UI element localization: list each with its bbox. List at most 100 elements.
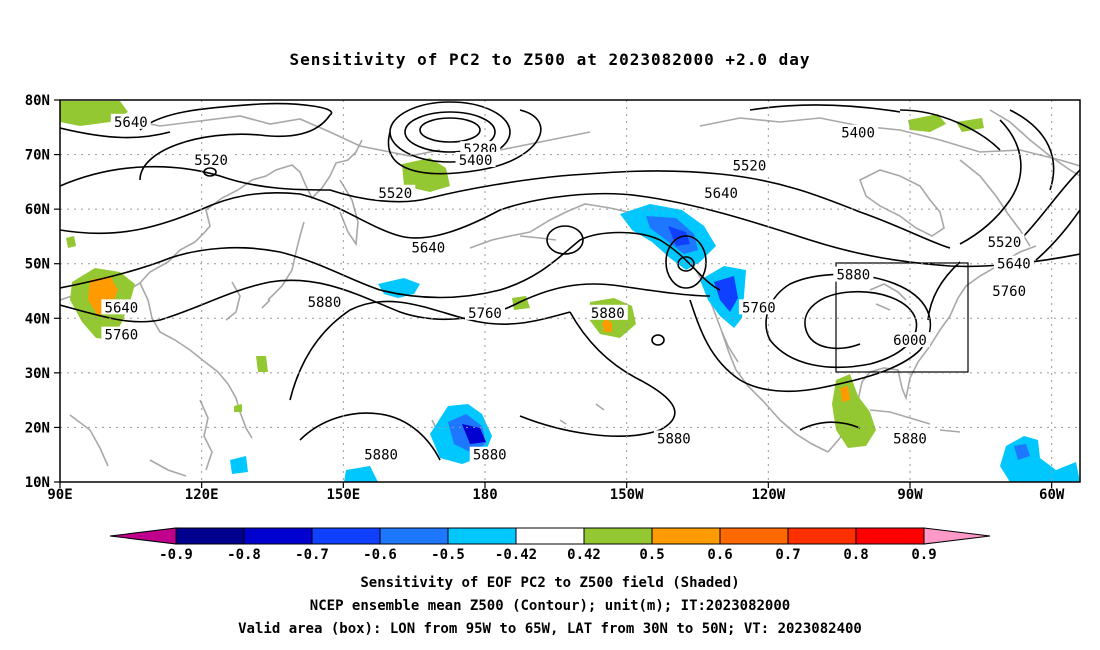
colorbar-labels: -0.9 -0.8 -0.7 -0.6 -0.5 -0.42 0.42 0.5 0.6 0.7 0.… [159, 547, 937, 563]
contour-label-bg [729, 157, 770, 173]
lat-tick-label: 70N [25, 148, 50, 164]
caption-line-1: Sensitivity of EOF PC2 to Z500 field (Sh… [360, 575, 740, 591]
figure-title: Sensitivity of PC2 to Z500 at 2023082000… [289, 50, 811, 69]
contour-label-bg [653, 430, 694, 446]
contour-label-bg [469, 446, 510, 462]
lat-tick-label: 80N [25, 93, 50, 109]
shade-blue-tropics-core [462, 424, 486, 444]
shade-green-small-a [66, 236, 76, 248]
colorbar-box [719, 527, 789, 545]
contour-label-bg [984, 233, 1025, 249]
colorbar-box [651, 527, 721, 545]
contour-label-bg [101, 326, 142, 342]
contour-label: 5760 [105, 328, 139, 344]
shade-green-small-b [256, 356, 268, 372]
lon-tick-label: 120W [751, 487, 785, 503]
contour-label-bg [101, 299, 142, 315]
shade-orange-mexico [840, 386, 850, 402]
shade-green-siberia [402, 158, 450, 192]
contour-label: 5640 [114, 115, 148, 131]
colorbar-box [243, 527, 313, 545]
colorbar-label: -0.7 [295, 547, 329, 563]
contour-label-bg [110, 113, 151, 129]
colorbar-box [175, 527, 245, 545]
contour-label: 5640 [997, 257, 1031, 273]
lat-tick-label: 20N [25, 420, 50, 436]
contour-labels: 5640552052805400552055205640540056405640… [101, 113, 1034, 464]
lon-tick-label: 180 [472, 487, 497, 503]
z500-contours [60, 101, 1080, 461]
colorbar-label: -0.9 [159, 547, 193, 563]
lon-tick-label: 90E [47, 487, 72, 503]
contour-label-bg [408, 239, 449, 255]
contour-label-bg [455, 152, 496, 168]
valid-area-box [835, 262, 969, 373]
colorbar-label: 0.42 [567, 547, 601, 563]
contour-label: 5640 [704, 186, 738, 202]
colorbar-label: -0.6 [363, 547, 397, 563]
shade-blue-alaska-core [668, 226, 690, 246]
contour-label-bg [993, 255, 1034, 271]
contour-label: 5880 [308, 295, 342, 311]
longitude-labels: 90E 120E 150E 180 150W 120W 90W 60W [47, 487, 1065, 503]
shade-blue-westpac [378, 278, 420, 298]
contour-label-bg [833, 266, 874, 282]
contour-label: 5760 [742, 300, 776, 316]
lat-tick-label: 60N [25, 202, 50, 218]
contour-label: 6000 [893, 333, 927, 349]
colorbar-label: 0.6 [707, 547, 732, 563]
contour-label-bg [361, 446, 402, 462]
contour-label: 5520 [194, 153, 228, 169]
contour-label-bg [890, 430, 930, 446]
colorbar-label: 0.5 [639, 547, 664, 563]
lon-tick-label: 60W [1039, 487, 1065, 503]
lon-tick-label: 90W [897, 487, 923, 503]
contour-label-bg [304, 293, 345, 309]
contour-label-bg [375, 184, 416, 200]
latitude-labels: 80N 70N 60N 50N 40N 30N 20N 10N [25, 93, 50, 491]
contour-label: 5520 [378, 186, 412, 202]
shade-blue-small-c [234, 404, 242, 412]
shade-orange-pacific-2 [602, 322, 612, 332]
shade-green-greenland [956, 118, 984, 132]
axis-ticks [54, 99, 1053, 488]
colorbar [109, 527, 991, 545]
caption-line-2: NCEP ensemble mean Z500 (Contour); unit(… [309, 598, 791, 614]
contour-label-bg [191, 152, 232, 168]
contour-label: 5520 [988, 235, 1022, 251]
contour-label-bg [701, 184, 742, 200]
shade-blue-atlantic-inner [1014, 444, 1030, 460]
shade-green-canada [908, 114, 946, 132]
contour-label-bg [890, 332, 930, 348]
shade-blue-small-b [344, 466, 378, 482]
lon-tick-label: 120E [185, 487, 219, 503]
colorbar-label: -0.42 [495, 547, 537, 563]
shade-blue-westcoast-inner [714, 276, 738, 312]
contour-label-bg [989, 283, 1030, 298]
colorbar-label: 0.8 [843, 547, 868, 563]
sensitivity-shading [60, 101, 1080, 482]
contour-label: 5880 [836, 268, 870, 284]
lon-tick-label: 150E [326, 487, 360, 503]
colorbar-box [311, 527, 381, 545]
contour-label: 5400 [841, 126, 875, 142]
lat-tick-label: 50N [25, 257, 50, 273]
colorbar-label: 0.7 [775, 547, 800, 563]
lat-tick-label: 10N [25, 475, 50, 491]
contour-label: 5400 [459, 153, 493, 169]
contour-label: 5640 [411, 240, 445, 256]
contour-label: 5880 [473, 448, 507, 464]
contour-label: 5760 [468, 306, 502, 322]
contour-label-bg [465, 304, 505, 320]
colorbar-end-low [109, 527, 177, 545]
contour-label: 5880 [893, 431, 927, 447]
lon-tick-label: 150W [610, 487, 644, 503]
contour-label-bg [738, 299, 779, 315]
colorbar-label: -0.8 [227, 547, 261, 563]
lat-tick-label: 30N [25, 366, 50, 382]
contour-label: 5880 [657, 431, 691, 447]
contour-label: 5880 [364, 448, 398, 464]
colorbar-label: 0.9 [911, 547, 936, 563]
